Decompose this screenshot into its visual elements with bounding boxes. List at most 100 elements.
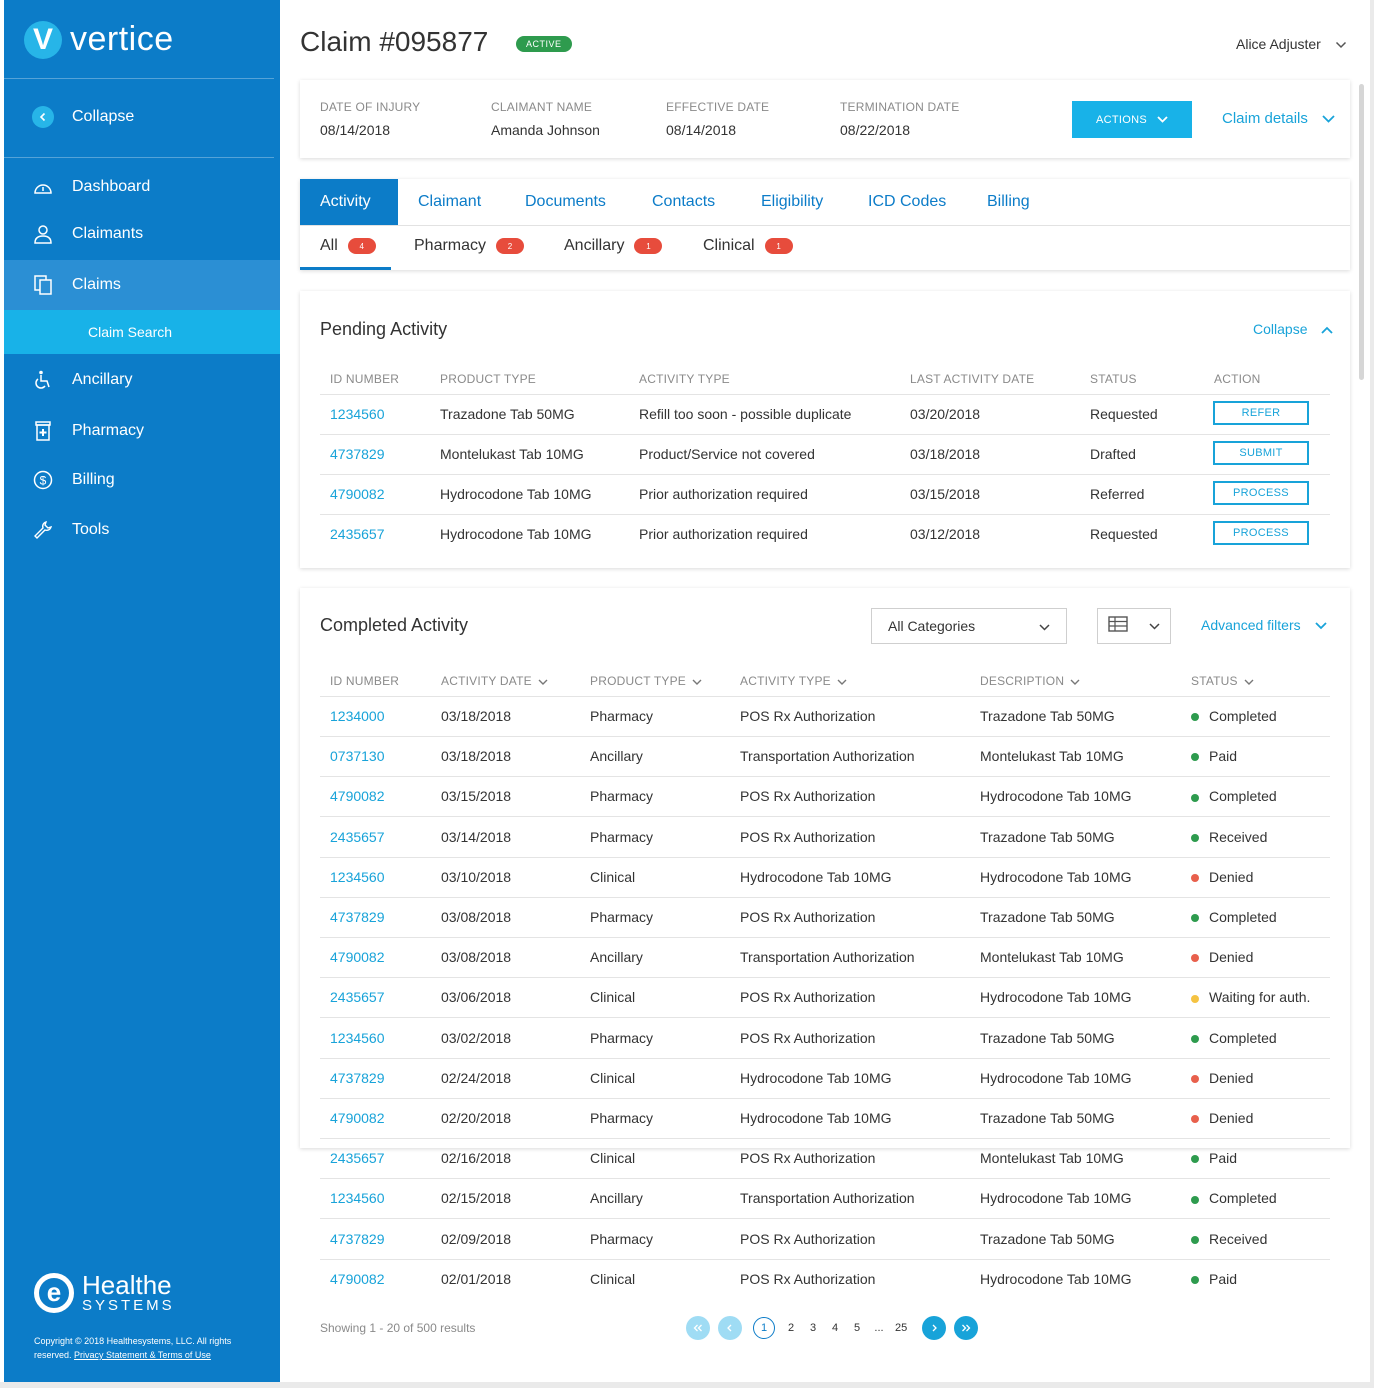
page-number[interactable]: 4 xyxy=(831,1322,839,1334)
results-summary: Showing 1 - 20 of 500 results xyxy=(320,1321,476,1335)
status-dot-icon xyxy=(1191,753,1199,762)
status-cell: Completed xyxy=(1191,708,1277,724)
id-link[interactable]: 4737829 xyxy=(330,1230,385,1247)
view-toggle[interactable] xyxy=(1097,608,1171,644)
id-link[interactable]: 4737829 xyxy=(330,909,385,925)
first-page-button[interactable] xyxy=(686,1316,710,1340)
column-header[interactable]: PRODUCT TYPE xyxy=(590,674,702,688)
table-cell: Trazadone Tab 50MG xyxy=(980,828,1115,845)
sidebar-item-pharmacy[interactable]: Pharmacy xyxy=(4,407,280,455)
sidebar-item-tools[interactable]: Tools xyxy=(4,506,280,554)
last-page-button[interactable] xyxy=(954,1316,979,1340)
sidebar-item-ancillary[interactable]: Ancillary xyxy=(4,356,280,404)
column-header: ID NUMBER xyxy=(330,674,399,688)
actions-button[interactable]: ACTIONS xyxy=(1072,101,1192,138)
id-link[interactable]: 2435657 xyxy=(330,828,385,845)
pending-collapse-toggle[interactable]: Collapse xyxy=(1253,321,1334,337)
row-divider xyxy=(320,1017,1330,1019)
subtab-all[interactable]: All 4 xyxy=(320,237,376,255)
column-header[interactable]: ACTIVITY DATE xyxy=(441,674,548,688)
row-divider xyxy=(320,1218,1330,1220)
category-select-value: All Categories xyxy=(888,618,976,634)
page-number[interactable]: 5 xyxy=(853,1322,861,1334)
table-cell: 02/01/2018 xyxy=(441,1270,512,1287)
page-number[interactable]: 1 xyxy=(753,1317,775,1339)
dashboard-icon xyxy=(32,176,54,198)
process-button[interactable]: PROCESS xyxy=(1213,481,1309,505)
refer-button[interactable]: REFER xyxy=(1213,401,1309,425)
id-link[interactable]: 0737130 xyxy=(330,748,385,765)
page-title: Claim #095877 xyxy=(300,26,489,57)
app-logo[interactable]: V vertice xyxy=(24,20,174,59)
page-number[interactable]: 2 xyxy=(787,1322,795,1334)
status-label: Denied xyxy=(1209,949,1254,966)
id-link[interactable]: 2435657 xyxy=(330,989,385,1006)
privacy-link[interactable]: Privacy Statement & Terms of Use xyxy=(74,1350,211,1360)
chevron-down-icon xyxy=(1322,110,1335,127)
tab-claimant[interactable]: Claimant xyxy=(418,193,482,210)
status-label: Received xyxy=(1209,1230,1268,1247)
row-divider xyxy=(320,776,1330,778)
table-cell: Hydrocodone Tab 10MG xyxy=(980,1270,1132,1287)
column-header: PRODUCT TYPE xyxy=(440,372,536,386)
subtab-pharmacy[interactable]: Pharmacy 2 xyxy=(414,237,525,255)
sidebar-item-billing[interactable]: $ Billing xyxy=(4,456,280,504)
chevron-down-icon xyxy=(1157,114,1168,126)
user-menu[interactable]: Alice Adjuster xyxy=(1236,36,1347,52)
prev-page-button[interactable] xyxy=(718,1316,742,1340)
tab-contacts[interactable]: Contacts xyxy=(652,193,716,210)
tab-activity[interactable]: Activity xyxy=(300,179,398,225)
row-divider xyxy=(320,977,1330,979)
id-link[interactable]: 1234560 xyxy=(330,406,385,422)
column-header[interactable]: ACTIVITY TYPE xyxy=(740,674,847,688)
claim-details-toggle[interactable]: Claim details xyxy=(1222,110,1335,127)
status-label: Completed xyxy=(1209,1190,1277,1207)
table-cell: Transportation Authorization xyxy=(740,949,915,966)
id-link[interactable]: 4790082 xyxy=(330,486,385,502)
id-link[interactable]: 4790082 xyxy=(330,788,385,805)
sidebar-subitem-claim-search[interactable]: Claim Search xyxy=(4,310,280,354)
id-link[interactable]: 4790082 xyxy=(330,1110,385,1126)
page-number[interactable]: 25 xyxy=(895,1322,908,1334)
tab-billing[interactable]: Billing xyxy=(987,193,1030,210)
id-link[interactable]: 1234560 xyxy=(330,868,385,885)
sidebar-item-claimants[interactable]: Claimants xyxy=(4,210,280,258)
id-link[interactable]: 4790082 xyxy=(330,1270,385,1287)
table-cell: 03/18/2018 xyxy=(441,748,512,765)
column-header[interactable]: DESCRIPTION xyxy=(980,674,1080,688)
table-cell: POS Rx Authorization xyxy=(740,1150,876,1167)
id-link[interactable]: 2435657 xyxy=(330,526,385,542)
column-header[interactable]: STATUS xyxy=(1191,674,1254,688)
scrollbar[interactable] xyxy=(1359,84,1364,380)
table-cell: Drafted xyxy=(1090,446,1136,462)
submit-button[interactable]: SUBMIT xyxy=(1213,441,1309,465)
next-page-button[interactable] xyxy=(922,1316,947,1340)
process-button[interactable]: PROCESS xyxy=(1213,521,1309,545)
advanced-filters-toggle[interactable]: Advanced filters xyxy=(1201,617,1327,633)
subtab-clinical[interactable]: Clinical 1 xyxy=(703,237,793,255)
category-select[interactable]: All Categories xyxy=(871,608,1067,644)
id-link[interactable]: 4737829 xyxy=(330,446,385,462)
table-cell: 03/02/2018 xyxy=(441,1029,512,1046)
chevron-right-icon xyxy=(932,1324,938,1332)
info-termination-date: TERMINATION DATE 08/22/2018 xyxy=(840,100,959,138)
id-link[interactable]: 1234560 xyxy=(330,1029,385,1046)
id-link[interactable]: 2435657 xyxy=(330,1150,385,1167)
sort-chevron-icon xyxy=(1244,674,1254,688)
id-link[interactable]: 4790082 xyxy=(330,949,385,966)
tab-documents[interactable]: Documents xyxy=(525,193,606,210)
id-link[interactable]: 4737829 xyxy=(330,1069,385,1086)
info-claimant-name: CLAIMANT NAME Amanda Johnson xyxy=(491,100,600,138)
page-number[interactable]: 3 xyxy=(809,1322,817,1334)
table-cell: 02/15/2018 xyxy=(441,1190,512,1207)
sidebar-item-claims[interactable]: Claims xyxy=(4,260,280,310)
tab-eligibility[interactable]: Eligibility xyxy=(761,193,824,210)
sidebar-item-dashboard[interactable]: Dashboard xyxy=(4,163,280,211)
id-link[interactable]: 1234000 xyxy=(330,708,385,724)
subtab-ancillary[interactable]: Ancillary 1 xyxy=(564,237,663,255)
sidebar-collapse-label: Collapse xyxy=(72,108,135,125)
sidebar-collapse-button[interactable]: Collapse xyxy=(32,106,134,128)
tab-icd-codes[interactable]: ICD Codes xyxy=(868,193,947,210)
id-link[interactable]: 1234560 xyxy=(330,1190,385,1207)
table-cell: Trazadone Tab 50MG xyxy=(980,909,1115,925)
